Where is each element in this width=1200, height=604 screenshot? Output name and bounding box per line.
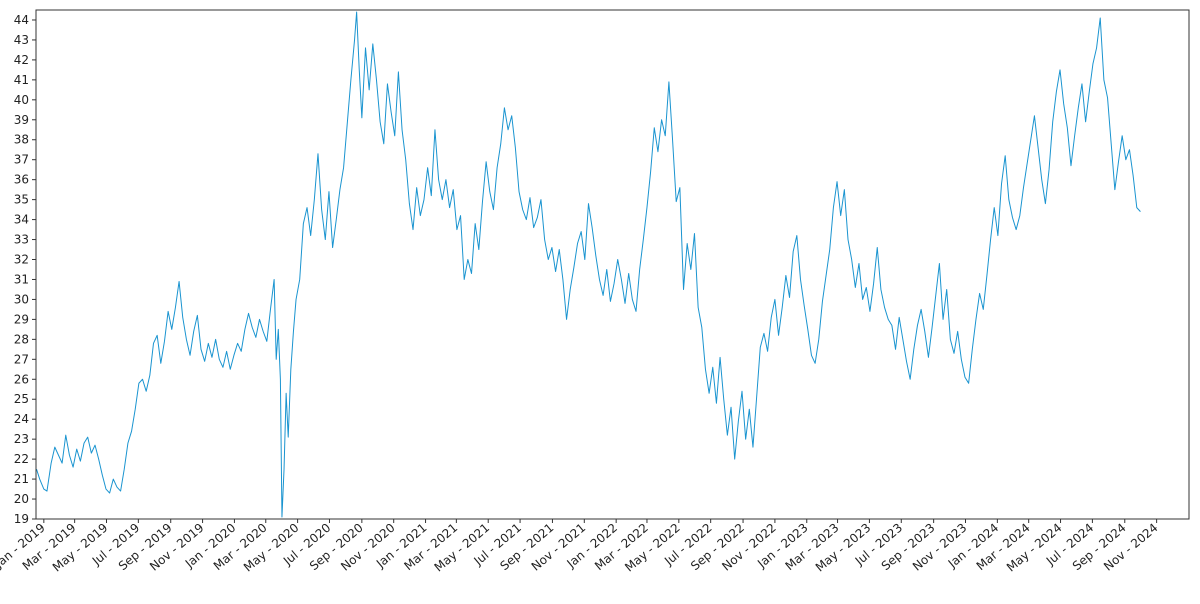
y-tick-label: 35 [14,193,29,207]
y-tick-label: 20 [14,492,29,506]
y-tick-label: 30 [14,292,29,306]
y-tick-label: 23 [14,432,29,446]
y-tick-label: 39 [14,113,29,127]
plot-frame [35,9,1190,520]
y-tick-label: 24 [14,412,29,426]
y-tick-label: 36 [14,173,29,187]
y-tick-label: 38 [14,133,29,147]
y-tick-label: 43 [14,33,29,47]
y-tick-label: 42 [14,53,29,67]
y-tick-label: 41 [14,73,29,87]
plot-area [36,11,1141,518]
y-tick-label: 44 [14,13,29,27]
y-tick-label: 27 [14,352,29,366]
y-tick-label: 32 [14,253,29,267]
y-tick-label: 31 [14,272,29,286]
y-tick-label: 34 [14,213,29,227]
y-tick-label: 21 [14,472,29,486]
y-tick-label: 28 [14,332,29,346]
y-tick-label: 25 [14,392,29,406]
y-tick-label: 33 [14,233,29,247]
y-tick-label: 19 [14,512,29,526]
y-tick-label: 22 [14,452,29,466]
y-tick-label: 40 [14,93,29,107]
y-axis: 19 20 21 22 23 24 25 26 27 28 29 30 31 32 33 34 35 36 37 38… [14,13,36,526]
y-tick-label: 37 [14,153,29,167]
y-tick-label: 26 [14,372,29,386]
series-line [36,11,1141,518]
y-tick-label: 29 [14,312,29,326]
